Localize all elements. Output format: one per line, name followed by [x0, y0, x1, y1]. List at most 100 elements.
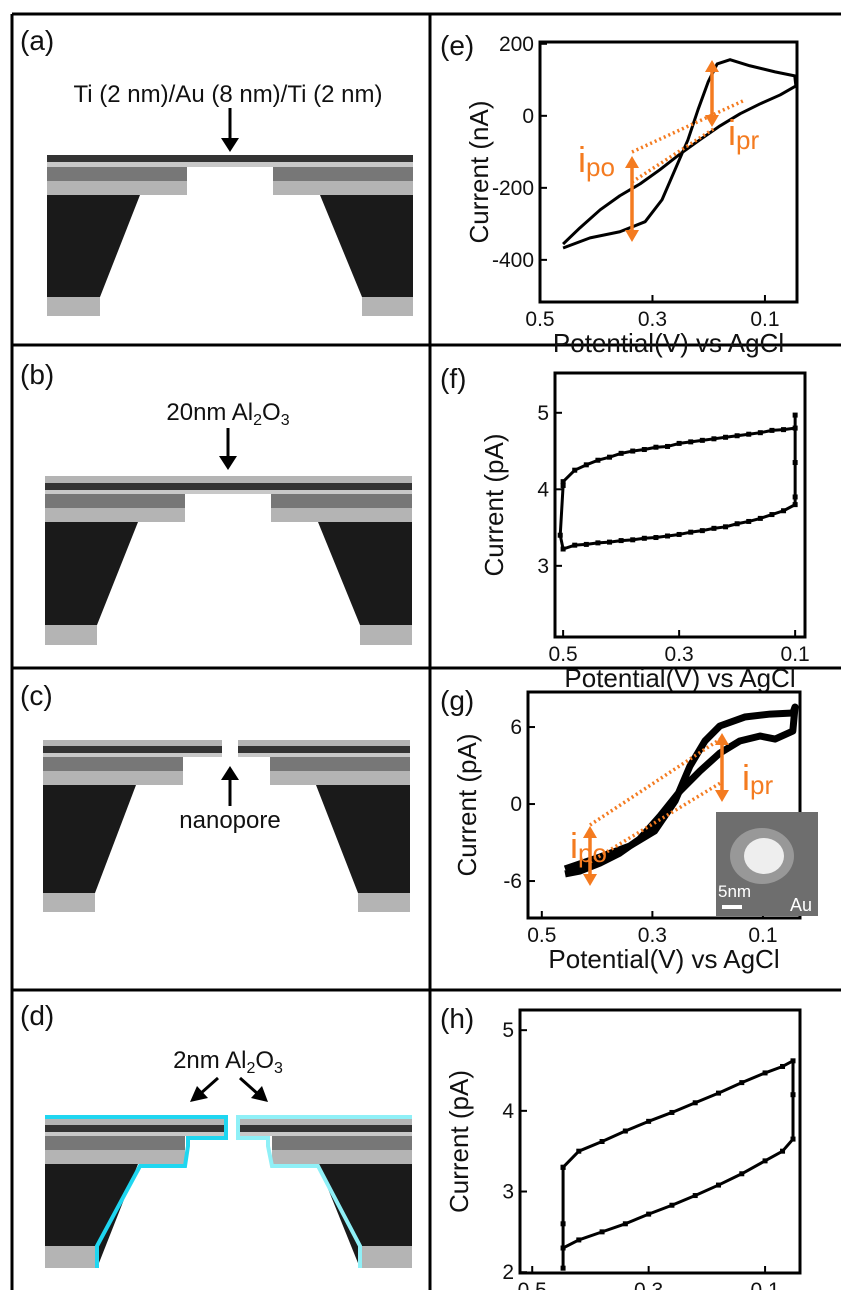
data-point — [622, 1221, 628, 1227]
data-point — [653, 535, 659, 541]
x-tick-label: 0.3 — [665, 643, 694, 666]
panel-label: (d) — [20, 1000, 54, 1031]
data-point — [583, 462, 589, 468]
data-point — [560, 1164, 566, 1170]
data-point — [699, 437, 705, 443]
data-point — [572, 542, 578, 548]
data-point — [746, 431, 752, 437]
annotation: nanopore — [179, 807, 280, 834]
data-point — [711, 525, 717, 531]
peak-current-label: ipo — [578, 139, 615, 182]
data-point — [769, 512, 775, 518]
arrow-head — [715, 790, 729, 802]
x-axis-label: Potential(V) vs AgCl — [553, 328, 784, 358]
data-point — [576, 1148, 582, 1154]
data-point — [792, 494, 798, 500]
peak-current-label: ipo — [570, 825, 607, 868]
data-point — [607, 539, 613, 545]
inset-label: Au — [790, 895, 812, 915]
data-point — [669, 1109, 675, 1115]
text-part: O — [262, 399, 281, 426]
arrow-head — [705, 60, 719, 72]
cv-curve — [563, 703, 799, 878]
data-point — [716, 1090, 722, 1096]
x-tick-label: 0.5 — [525, 308, 554, 331]
data-point — [607, 454, 613, 460]
text-part: 2nm Al — [173, 1047, 246, 1074]
data-point — [641, 447, 647, 453]
text-part: 20nm Al — [166, 399, 253, 426]
arrow-head — [625, 230, 639, 242]
data-point — [746, 518, 752, 524]
data-point — [739, 1080, 745, 1086]
cv-curve — [562, 58, 798, 250]
text-part: 3 — [281, 412, 290, 429]
x-tick-label: 0.5 — [518, 1279, 547, 1290]
inset-particle — [744, 838, 784, 874]
schematic-b — [45, 428, 412, 645]
arrow-head — [583, 874, 597, 886]
panel-label: (e) — [440, 30, 474, 61]
y-tick-label: 6 — [510, 716, 522, 739]
data-point — [653, 444, 659, 450]
text-part: 2 — [253, 412, 262, 429]
data-point — [630, 448, 636, 454]
x-tick-label: 0.1 — [750, 308, 779, 331]
y-tick-label: 5 — [502, 1019, 514, 1042]
panel-label: (b) — [20, 359, 54, 390]
data-point — [618, 538, 624, 544]
cv-curve — [561, 1059, 795, 1270]
data-point — [757, 515, 763, 521]
annotation: Ti (2 nm)/Au (8 nm)/Ti (2 nm) — [74, 81, 383, 108]
data-point — [762, 1158, 768, 1164]
data-point — [723, 524, 729, 530]
data-point — [792, 425, 798, 431]
data-point — [576, 1237, 582, 1243]
arrow-head — [625, 156, 639, 168]
baseline-dotted — [631, 126, 716, 184]
data-point — [665, 533, 671, 539]
plot-frame — [553, 371, 807, 639]
data-point — [734, 433, 740, 439]
data-point — [688, 439, 694, 445]
data-point — [688, 529, 694, 535]
plot-frame — [538, 40, 799, 304]
y-axis-label: Current (pA) — [479, 433, 509, 576]
y-tick-label: 0 — [522, 105, 534, 128]
y-axis-label: Current (pA) — [452, 733, 482, 876]
y-axis-label: Current (nA) — [464, 100, 494, 243]
data-point — [699, 528, 705, 534]
data-point — [762, 1070, 768, 1076]
x-axis-label: Potential(V) vs AgCl — [548, 944, 779, 974]
text-part: O — [255, 1047, 274, 1074]
data-point — [599, 1229, 605, 1235]
data-point — [780, 1148, 786, 1154]
label-sub: po — [586, 152, 615, 182]
x-tick-label: 0.1 — [748, 924, 777, 947]
data-point — [723, 434, 729, 440]
peak-current-label: ipr — [728, 112, 759, 155]
data-point — [781, 508, 787, 514]
panel-label: (h) — [440, 1003, 474, 1034]
data-point — [646, 1211, 652, 1217]
arrow-head — [583, 826, 597, 838]
peak-current-label: ipr — [742, 757, 773, 800]
inset-label: 5nm — [718, 882, 751, 901]
y-tick-label: 2 — [502, 1261, 514, 1284]
schematic-d — [45, 1076, 412, 1268]
arrow-head — [705, 115, 719, 127]
data-point — [560, 546, 566, 552]
data-point — [781, 427, 787, 433]
panel-label: (c) — [20, 680, 53, 711]
data-point — [769, 427, 775, 433]
data-point — [780, 1063, 786, 1069]
data-point — [716, 1182, 722, 1188]
data-point — [790, 1092, 796, 1098]
x-tick-label: 0.3 — [638, 924, 667, 947]
data-point — [560, 482, 566, 488]
data-point — [790, 1136, 796, 1142]
data-point — [739, 1171, 745, 1177]
data-point — [560, 1245, 566, 1251]
y-tick-label: 200 — [499, 33, 534, 56]
data-point — [792, 412, 798, 418]
